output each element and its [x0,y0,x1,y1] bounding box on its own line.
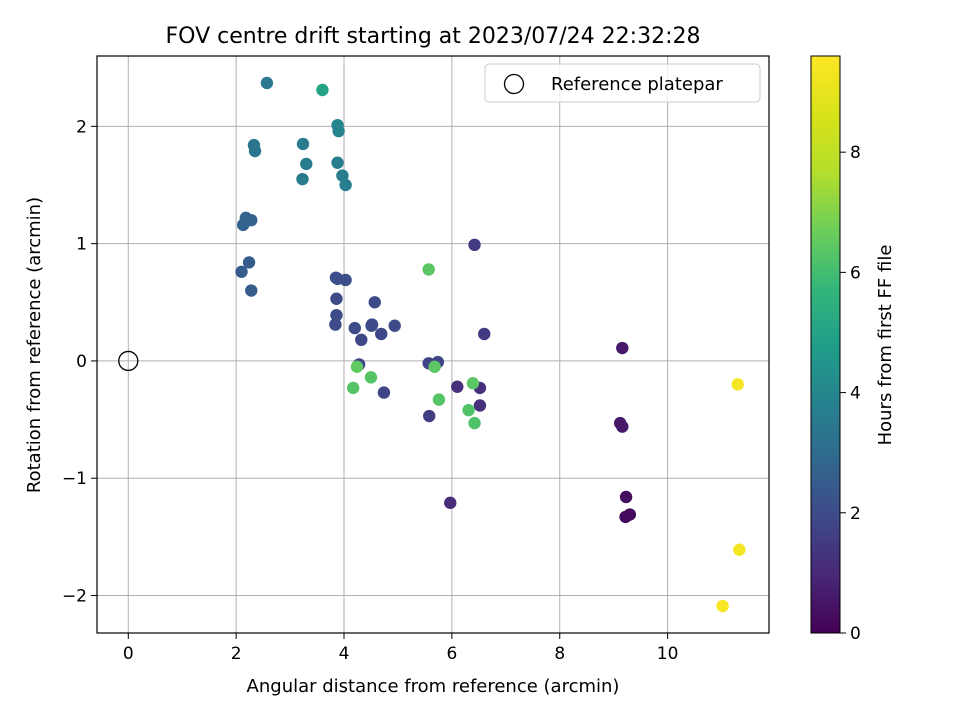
scatter-points [118,76,746,613]
data-point [235,265,248,278]
colorbar-tick-label: 8 [850,143,861,163]
data-point [296,137,310,151]
data-point [346,381,360,395]
data-point [339,273,352,287]
y-tick-label: 2 [76,117,87,137]
data-point [236,218,250,232]
data-point [616,420,629,433]
data-point [296,172,309,186]
y-tick-label: −1 [62,469,87,489]
data-point [348,321,361,335]
data-point [331,156,344,169]
colorbar-ticks: 0 2 4 6 8 [840,143,861,644]
data-point [451,380,464,393]
y-axis-label: Rotation from reference (arcmin) [24,197,45,493]
data-point [478,327,491,341]
x-tick-label: 6 [446,644,457,664]
grid [97,56,769,633]
plot-frame [96,55,770,634]
colorbar-tick-label: 6 [850,263,861,283]
reference-marker [118,350,139,372]
colorbar-tick-label: 0 [850,624,861,644]
chart-title: FOV centre drift starting at 2023/07/24 … [166,24,701,49]
data-point [316,83,329,97]
data-point [432,393,446,406]
data-point [423,409,436,423]
data-point [245,284,258,297]
legend-marker-reference [503,73,525,95]
colorbar-tick-label: 2 [850,504,861,524]
legend-label-reference: Reference platepar [551,74,723,95]
plot-axes: 0 2 4 6 8 10 −2 −1 0 1 2 [62,55,770,664]
data-point [731,378,744,391]
data-point [350,360,364,373]
colorbar: 0 2 4 6 8 Hours from first FF file [810,55,896,644]
x-tick-label: 0 [123,644,134,664]
x-tick-label: 10 [657,644,679,664]
data-point [623,508,637,521]
x-tick-label: 2 [231,644,242,664]
data-point [355,333,368,347]
data-point [444,496,457,510]
data-point [468,416,481,430]
data-point [330,292,343,305]
data-point [329,318,342,331]
colorbar-label: Hours from first FF file [875,245,896,446]
data-point [473,399,487,412]
colorbar-gradient [810,55,841,634]
x-tick-label: 4 [339,644,350,664]
data-point [733,543,746,556]
data-point [364,371,378,384]
data-point [368,296,381,309]
x-tick-label: 8 [554,644,565,664]
data-point [329,271,343,284]
data-point [422,263,435,276]
colorbar-tick-label: 4 [850,384,861,404]
data-point [377,386,391,399]
data-point [616,341,629,355]
data-point [468,238,481,252]
data-point [375,327,388,341]
data-point [466,377,480,390]
data-point [336,169,349,182]
data-point [365,318,379,331]
x-axis-label: Angular distance from reference (arcmin) [247,676,620,697]
data-point [242,256,256,269]
data-point [260,76,274,90]
data-point [300,157,313,171]
data-point [330,308,343,322]
y-tick-label: −2 [62,586,87,606]
data-point [462,403,475,417]
data-point [332,124,345,138]
data-point [619,490,633,504]
y-tick-label: 0 [76,352,87,372]
legend: Reference platepar [484,63,761,103]
data-point [428,360,441,373]
data-point [388,319,401,332]
data-point [716,599,729,613]
y-tick-label: 1 [76,235,87,255]
data-point [248,144,262,158]
y-axis-ticks: −2 −1 0 1 2 [62,117,97,606]
data-point [339,178,352,192]
x-axis-ticks: 0 2 4 6 8 10 [123,633,679,664]
legend-box [484,63,761,103]
